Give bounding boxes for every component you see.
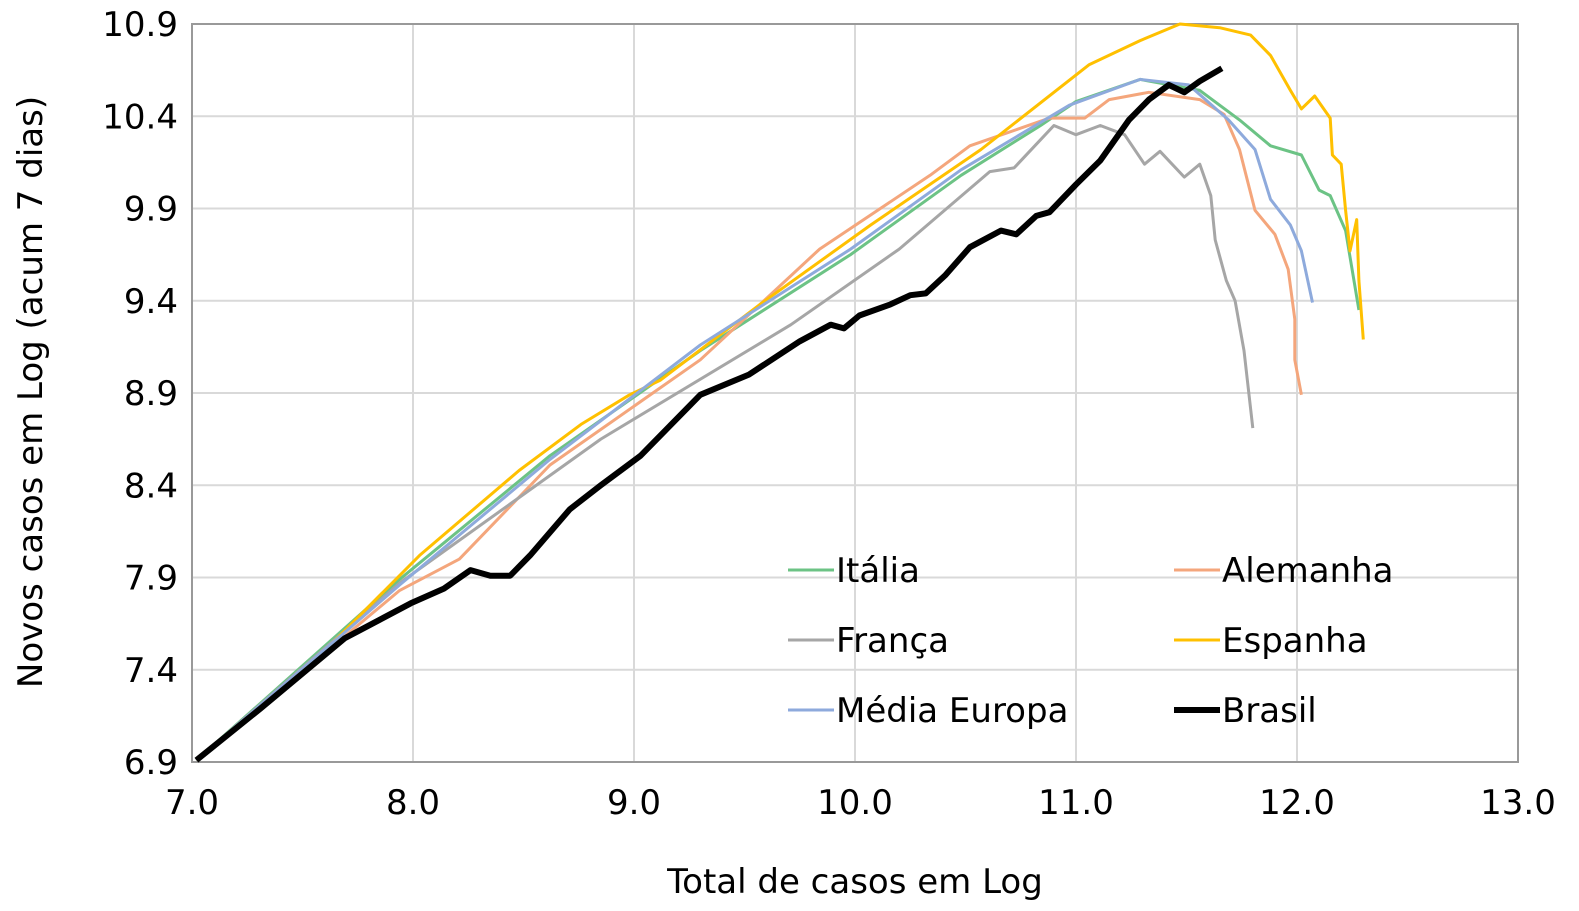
legend-label: Média Europa	[836, 691, 1068, 731]
series-line	[195, 77, 1361, 762]
legend-label: Espanha	[1222, 621, 1368, 661]
x-axis-label: Total de casos em Log	[666, 862, 1043, 902]
x-tick-label: 10.0	[817, 783, 893, 823]
y-tick-label: 9.9	[124, 190, 178, 230]
x-tick-label: 7.0	[165, 783, 219, 823]
y-tick-label: 6.9	[124, 743, 178, 783]
x-tick-label: 13.0	[1480, 783, 1556, 823]
x-tick-label: 12.0	[1259, 783, 1335, 823]
legend-label: França	[836, 621, 949, 661]
series-line	[194, 65, 1224, 763]
y-tick-label: 8.9	[124, 374, 178, 414]
y-tick-label: 7.4	[124, 651, 178, 691]
series-line	[195, 90, 1303, 762]
legend-label: Brasil	[1222, 691, 1317, 731]
legend-label: Alemanha	[1222, 551, 1394, 591]
series-line	[195, 22, 1365, 762]
y-tick-label: 9.4	[124, 282, 178, 322]
series-line	[195, 77, 1314, 762]
y-tick-label: 7.9	[124, 559, 178, 599]
y-tick-label: 10.4	[102, 97, 178, 137]
legend-label: Itália	[836, 551, 920, 591]
y-tick-label: 10.9	[102, 5, 178, 45]
x-tick-label: 8.0	[386, 783, 440, 823]
y-axis-label: Novos casos em Log (acum 7 dias)	[11, 96, 51, 688]
plot-frame	[191, 23, 1519, 763]
y-tick-label: 8.4	[124, 466, 178, 506]
x-tick-label: 9.0	[607, 783, 661, 823]
series-line	[195, 124, 1255, 762]
x-tick-label: 11.0	[1038, 783, 1114, 823]
